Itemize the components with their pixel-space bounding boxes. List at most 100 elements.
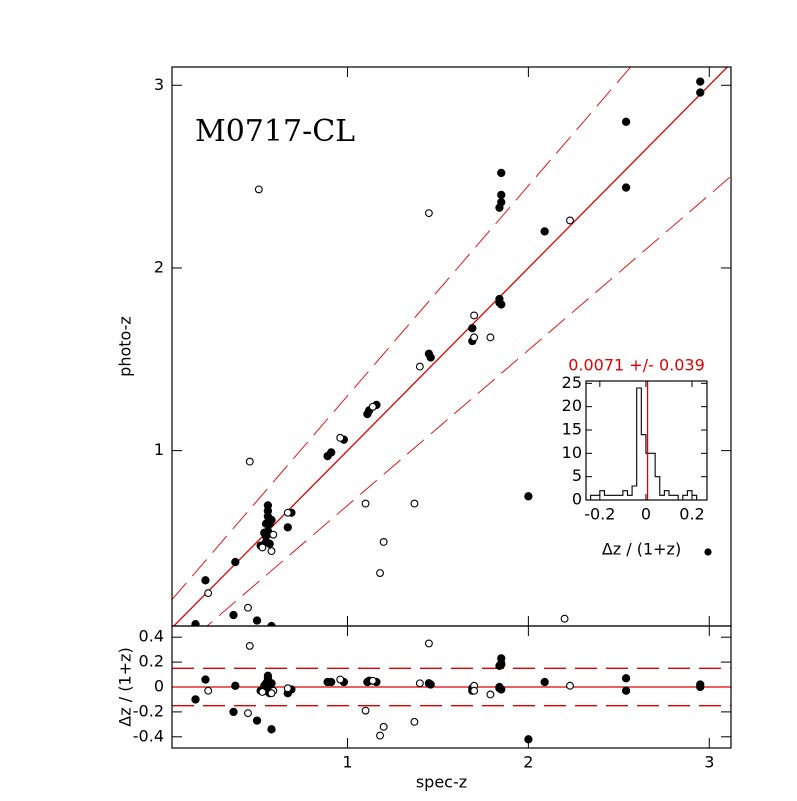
histogram-outline bbox=[586, 387, 706, 500]
point bbox=[376, 569, 384, 577]
point bbox=[621, 183, 631, 192]
y-tick-label: 10 bbox=[562, 443, 582, 462]
point bbox=[470, 333, 479, 342]
point bbox=[263, 501, 273, 510]
point bbox=[283, 523, 292, 532]
point bbox=[497, 685, 506, 694]
point bbox=[327, 677, 336, 687]
point bbox=[201, 576, 210, 585]
point bbox=[524, 492, 533, 501]
point bbox=[424, 679, 434, 688]
point bbox=[191, 695, 200, 704]
y-tick-label: 25 bbox=[562, 373, 582, 392]
point bbox=[410, 717, 419, 726]
point bbox=[269, 530, 278, 539]
point bbox=[486, 690, 495, 699]
y-tick-label: 15 bbox=[562, 420, 582, 439]
point bbox=[470, 311, 479, 320]
point bbox=[540, 227, 549, 236]
point bbox=[566, 681, 574, 690]
point bbox=[252, 716, 262, 725]
inset-background bbox=[586, 381, 707, 500]
point bbox=[410, 499, 419, 508]
point bbox=[265, 539, 274, 548]
point bbox=[424, 349, 434, 358]
y-tick-label: 2 bbox=[154, 257, 164, 276]
legend-marker bbox=[704, 548, 712, 556]
point bbox=[621, 117, 631, 126]
plot-area bbox=[172, 639, 731, 744]
point bbox=[252, 616, 262, 625]
y-tick-label: -0.4 bbox=[133, 726, 164, 745]
point bbox=[497, 300, 506, 309]
point bbox=[424, 639, 433, 648]
point bbox=[361, 499, 370, 508]
point bbox=[379, 538, 388, 546]
point bbox=[229, 610, 238, 620]
y-tick-label: 5 bbox=[572, 466, 582, 485]
plot-area bbox=[586, 381, 706, 500]
point bbox=[415, 362, 424, 371]
point bbox=[336, 433, 345, 442]
point bbox=[258, 543, 267, 552]
y-tick-label: -0.2 bbox=[133, 701, 164, 720]
x-tick-label: 0 bbox=[641, 505, 651, 524]
point bbox=[379, 722, 388, 731]
point bbox=[336, 675, 345, 684]
x-axis-label: spec-z bbox=[416, 773, 467, 792]
point bbox=[497, 190, 506, 200]
point bbox=[696, 77, 705, 86]
point bbox=[267, 679, 276, 688]
point bbox=[267, 725, 276, 734]
point bbox=[497, 198, 506, 207]
y-axis-label: photo-z bbox=[116, 316, 135, 377]
y-tick-label: 0 bbox=[572, 490, 582, 509]
point bbox=[327, 448, 336, 457]
x-tick-label: -0.2 bbox=[584, 505, 615, 524]
point bbox=[424, 209, 433, 218]
point bbox=[191, 620, 200, 626]
inset-title: 0.0071 +/- 0.039 bbox=[568, 356, 705, 375]
y-tick-label: 20 bbox=[562, 396, 582, 415]
point bbox=[204, 686, 213, 695]
inset-x-label: Δz / (1+z) bbox=[602, 540, 681, 559]
point bbox=[263, 671, 273, 680]
point bbox=[497, 654, 506, 663]
point bbox=[486, 333, 495, 342]
x-tick-label: 1 bbox=[342, 753, 352, 772]
point bbox=[560, 614, 569, 623]
point bbox=[245, 641, 254, 650]
point bbox=[497, 168, 506, 178]
point bbox=[368, 676, 377, 685]
frame bbox=[171, 625, 732, 749]
point bbox=[267, 547, 276, 556]
y-tick-label: 0.2 bbox=[139, 652, 164, 671]
point bbox=[229, 707, 238, 717]
y-tick-label: 3 bbox=[154, 75, 164, 94]
point bbox=[540, 677, 549, 687]
point bbox=[566, 216, 574, 225]
point bbox=[283, 684, 292, 693]
point bbox=[267, 689, 276, 698]
point bbox=[696, 680, 705, 689]
x-tick-label: 0.2 bbox=[679, 505, 704, 524]
point bbox=[468, 324, 477, 333]
point bbox=[621, 674, 631, 683]
plot-area bbox=[172, 67, 731, 626]
point bbox=[283, 508, 292, 517]
point bbox=[231, 557, 240, 567]
point bbox=[621, 686, 631, 695]
point bbox=[470, 686, 479, 695]
point bbox=[267, 515, 276, 525]
point bbox=[361, 706, 370, 715]
point bbox=[204, 589, 213, 598]
point bbox=[231, 681, 240, 690]
y-axis-label: Δz / (1+z) bbox=[116, 647, 135, 726]
point bbox=[260, 528, 269, 537]
point bbox=[376, 731, 384, 740]
y-tick-label: 1 bbox=[154, 440, 164, 459]
point bbox=[201, 675, 210, 684]
x-tick-label: 3 bbox=[704, 753, 714, 772]
annotation: M0717-CL bbox=[195, 114, 355, 149]
point bbox=[696, 88, 705, 97]
